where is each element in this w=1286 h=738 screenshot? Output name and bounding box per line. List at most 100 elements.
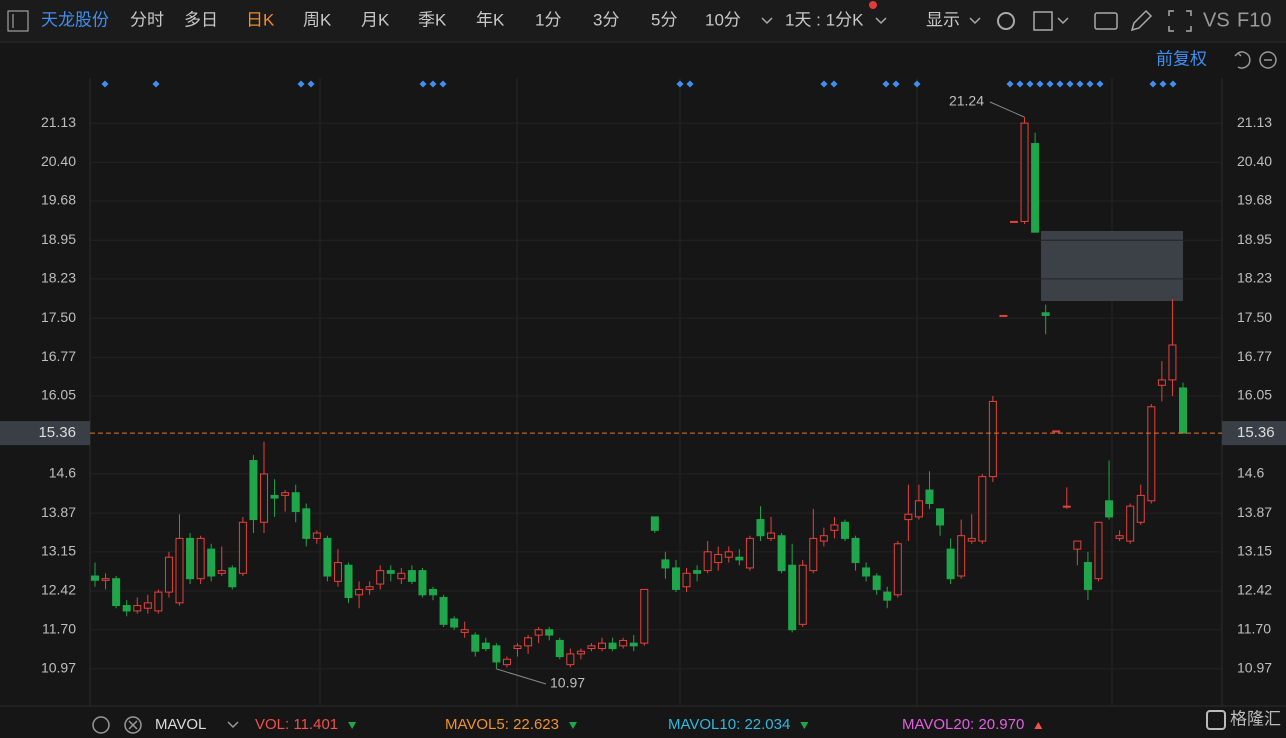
- signal-marker: [830, 80, 838, 88]
- toolbar: [0, 0, 1286, 42]
- candle-body: [429, 588, 438, 596]
- trend-arrow: [348, 722, 357, 729]
- indicator-name: MAVOL10:: [668, 716, 740, 733]
- candle-body: [238, 521, 247, 574]
- tab[interactable]: 多日: [184, 10, 218, 29]
- tab[interactable]: 周K: [303, 10, 332, 29]
- y-tick-label: 18.95: [41, 231, 76, 247]
- candle-body: [323, 537, 332, 577]
- y-tick-label: 14.6: [49, 465, 76, 481]
- candle-body: [893, 543, 902, 596]
- candle-body: [1041, 312, 1050, 316]
- candle-body: [545, 629, 554, 636]
- vertical-grid: [319, 78, 1113, 706]
- signal-marker: [892, 80, 900, 88]
- period[interactable]: 1天 : 1分K: [785, 10, 864, 29]
- y2-tick-label: 21.13: [1237, 114, 1272, 130]
- high-leader: [989, 101, 1025, 118]
- signal-marker: [686, 80, 694, 88]
- indicator-name: VOL:: [255, 716, 289, 733]
- candle-body: [407, 570, 416, 582]
- candle-body: [397, 572, 406, 580]
- last-price-label: 15.36: [1237, 424, 1275, 441]
- minus-icon[interactable]: [1259, 51, 1277, 69]
- y-tick-label: 20.40: [41, 153, 76, 169]
- candle-body: [862, 567, 871, 577]
- tab[interactable]: 分时: [130, 10, 164, 29]
- y-tick-label: 21.13: [41, 114, 76, 130]
- candle-body: [576, 650, 585, 655]
- indicator[interactable]: MAVOL: [155, 716, 206, 733]
- candle-body: [386, 570, 395, 574]
- fullscreen-icon[interactable]: [1168, 10, 1192, 32]
- candle-body: [629, 642, 638, 647]
- camera-icon[interactable]: [1094, 12, 1118, 30]
- indicator-name: MAVOL20:: [902, 716, 974, 733]
- display[interactable]: 显示: [926, 10, 960, 29]
- candle-body: [376, 570, 385, 585]
- tab[interactable]: 季K: [418, 10, 447, 29]
- candle-body: [798, 564, 807, 625]
- undo-icon[interactable]: [1234, 51, 1251, 69]
- signal-marker: [429, 80, 437, 88]
- footer-settings[interactable]: [92, 716, 110, 734]
- tab[interactable]: 1分: [535, 10, 561, 29]
- candle-body: [450, 618, 459, 628]
- signal-marker: [820, 80, 828, 88]
- candle-body: [566, 653, 575, 666]
- vs[interactable]: VS: [1203, 9, 1230, 31]
- candle-body: [270, 494, 279, 499]
- tab[interactable]: 3分: [593, 10, 619, 29]
- signal-marker: [882, 80, 890, 88]
- tab[interactable]: 年K: [476, 10, 505, 29]
- candle-body: [978, 476, 987, 542]
- candle-body: [524, 637, 533, 647]
- candle-body: [1136, 494, 1145, 523]
- tab[interactable]: 月K: [361, 10, 390, 29]
- candle-body: [460, 629, 469, 633]
- signal-marker: [913, 80, 921, 88]
- candle-body: [1009, 220, 1018, 223]
- settings-icon[interactable]: [997, 12, 1015, 30]
- y-tick-label: 19.68: [41, 192, 76, 208]
- candle-body: [534, 629, 543, 636]
- candle-body: [101, 578, 110, 581]
- candle-body: [872, 575, 881, 590]
- y2-tick-label: 13.87: [1237, 504, 1272, 520]
- candle-body: [1115, 535, 1124, 539]
- pen-icon[interactable]: [1130, 9, 1153, 32]
- candle-body: [682, 572, 691, 588]
- y2-tick-label: 10.97: [1237, 660, 1272, 676]
- candle-body: [830, 524, 839, 531]
- y2-tick-label: 17.50: [1237, 309, 1272, 325]
- candle-body: [619, 639, 628, 647]
- tab[interactable]: 10分: [705, 10, 741, 29]
- candle-body: [154, 591, 163, 612]
- indicator-value: 22.623: [513, 716, 559, 733]
- box-icon[interactable]: [1033, 11, 1053, 31]
- y-tick-label: 18.23: [41, 270, 76, 286]
- adjust[interactable]: 前复权: [1156, 49, 1207, 68]
- last-price-box: [0, 421, 90, 446]
- candle-body: [333, 562, 342, 582]
- f10[interactable]: F10: [1237, 9, 1271, 31]
- candle-body: [281, 492, 290, 496]
- candle-body: [439, 596, 448, 625]
- candle-body: [175, 537, 184, 604]
- candle-body: [344, 564, 353, 598]
- tab[interactable]: 日K: [246, 10, 275, 29]
- candle-body: [355, 588, 364, 596]
- brand-logo: [1206, 710, 1226, 730]
- stock-name[interactable]: 天龙股份: [41, 10, 109, 29]
- y-tick-label: 10.97: [41, 660, 76, 676]
- footer-close[interactable]: [124, 716, 142, 734]
- candle-body: [122, 605, 131, 612]
- panel-icon[interactable]: [7, 10, 29, 32]
- signal-marker: [676, 80, 684, 88]
- candle-body: [471, 634, 480, 652]
- tab[interactable]: 5分: [651, 10, 677, 29]
- overlay-box: [1041, 231, 1183, 301]
- candle-body: [608, 642, 617, 650]
- candle-body: [777, 535, 786, 572]
